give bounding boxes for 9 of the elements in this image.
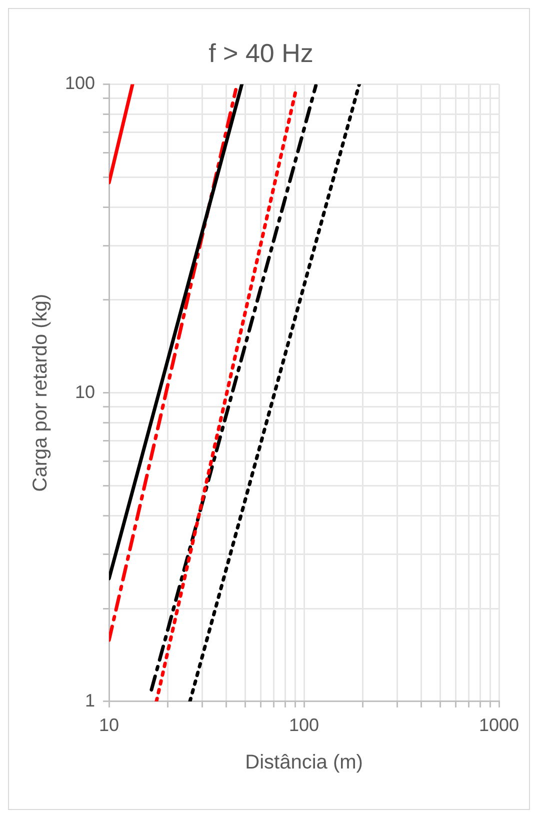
- x-tick-label: 10: [99, 715, 120, 736]
- chart-title: f > 40 Hz: [208, 38, 314, 68]
- y-axis-title: Carga por retardo (kg): [30, 294, 52, 492]
- x-tick-label: 1000: [478, 715, 520, 736]
- y-tick-label: 100: [64, 73, 96, 94]
- x-axis-title: Distância (m): [245, 752, 363, 774]
- y-tick-label: 10: [75, 382, 96, 402]
- y-tick-label: 1: [85, 690, 96, 710]
- x-tick-label: 100: [288, 715, 320, 736]
